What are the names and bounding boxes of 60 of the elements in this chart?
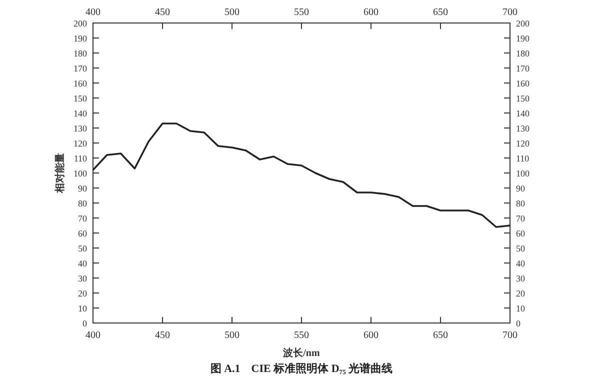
y2-tick-label: 20: [516, 288, 526, 298]
y-tick-label: 100: [74, 168, 88, 178]
y-tick-label: 60: [78, 228, 88, 238]
y-tick-label: 90: [78, 184, 88, 194]
line-series: [92, 122, 511, 228]
y-tick-label: 140: [74, 108, 88, 118]
x-tick-label: 450: [155, 7, 170, 18]
y2-tick-label: 190: [516, 34, 530, 44]
x2-tick-label: 450: [155, 330, 170, 341]
y2-tick-label: 170: [516, 64, 530, 74]
y2-tick-label: 50: [516, 244, 526, 254]
x2-tick-label: 500: [224, 330, 240, 341]
y2-tick-label: 140: [516, 108, 530, 118]
x-tick-label: 500: [224, 7, 240, 18]
x-axis-title: 波长/nm: [282, 347, 321, 359]
y2-tick-label: 30: [516, 274, 526, 284]
y2-tick-label: 0: [516, 318, 521, 328]
y-tick-label: 150: [74, 94, 88, 104]
y-tick-label: 160: [74, 78, 88, 88]
text: 图 A.1 CIE 标准照明体 D₇₅ 光谱曲线: [210, 362, 393, 375]
y-tick-label: 120: [74, 138, 88, 148]
x2-tick-label: 550: [294, 330, 309, 341]
y2-tick-label: 80: [516, 198, 526, 208]
y-tick-label: 0: [82, 318, 88, 328]
y-tick-label: 200: [74, 18, 88, 28]
y2-tick-label: 130: [516, 124, 530, 134]
x-tick-label: 550: [294, 7, 309, 18]
x-tick-label: 700: [502, 7, 518, 18]
x2-tick-label: 400: [86, 330, 100, 341]
y-tick-label: 50: [78, 244, 88, 254]
y-tick-label: 10: [78, 304, 88, 314]
y-tick-label: 130: [74, 124, 88, 134]
y2-tick-label: 120: [516, 138, 530, 148]
y2-tick-label: 40: [516, 258, 526, 268]
y2-tick-label: 90: [516, 184, 526, 194]
y-tick-label: 180: [74, 48, 88, 58]
y2-tick-label: 150: [516, 94, 530, 104]
y2-tick-label: 60: [516, 228, 526, 238]
y-tick-label: 70: [78, 214, 88, 224]
y-tick-label: 190: [74, 34, 88, 44]
y-tick-label: 170: [74, 64, 88, 74]
y2-tick-label: 10: [516, 304, 526, 314]
y2-tick-label: 200: [516, 18, 530, 28]
y2-tick-label: 110: [516, 154, 530, 164]
y-tick-label: 110: [74, 154, 88, 164]
y-tick-label: 40: [78, 258, 88, 268]
y2-tick-label: 70: [516, 214, 526, 224]
y2-tick-label: 160: [516, 78, 530, 88]
y2-tick-label: 180: [516, 48, 530, 58]
y-axis-title: 相对能量: [54, 153, 66, 194]
y-tick-label: 30: [78, 274, 88, 284]
x-tick-label: 600: [364, 7, 378, 18]
x2-tick-label: 700: [502, 330, 518, 341]
x-tick-label: 650: [433, 7, 448, 18]
y-tick-label: 80: [78, 198, 88, 208]
x-tick-label: 400: [86, 7, 100, 18]
x2-tick-label: 650: [433, 330, 448, 341]
y-tick-label: 20: [78, 288, 88, 298]
x2-tick-label: 600: [364, 330, 378, 341]
y2-tick-label: 100: [516, 168, 530, 178]
